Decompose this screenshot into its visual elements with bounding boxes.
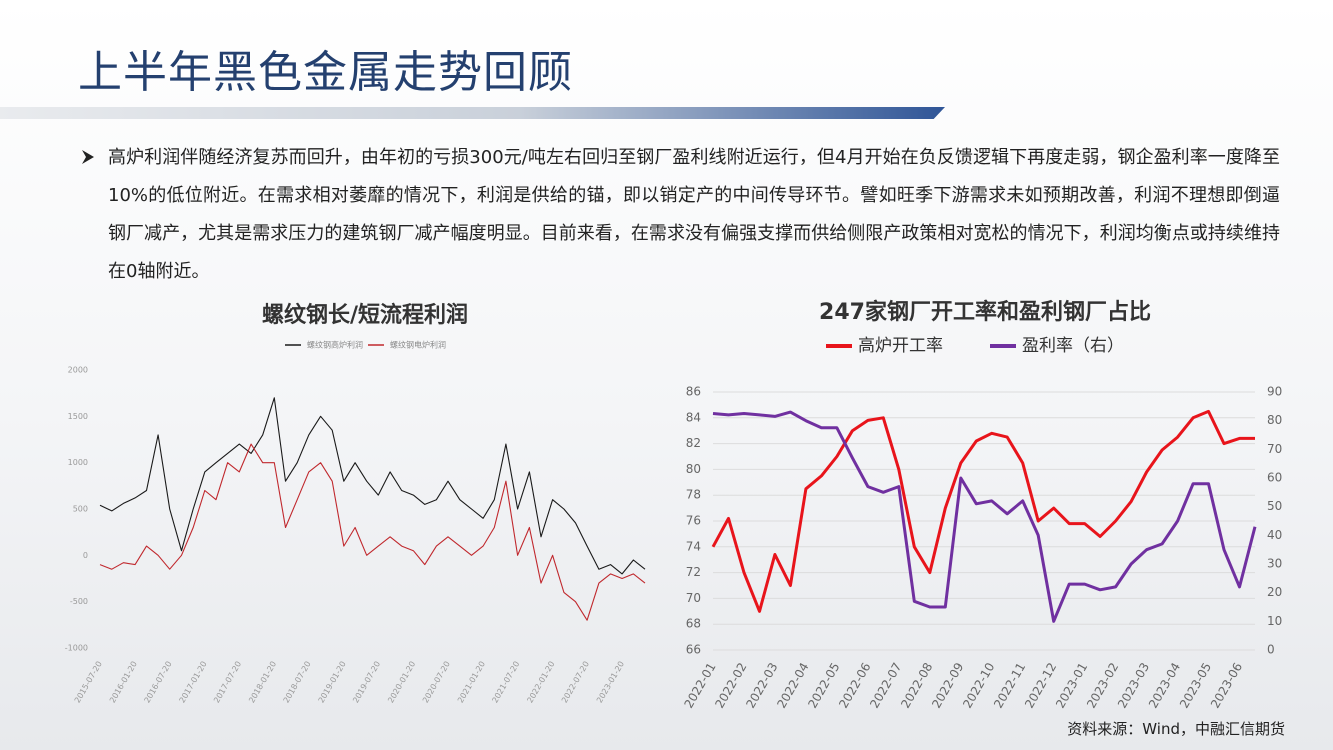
- y-tick-label: 66: [686, 643, 701, 657]
- chart-title: 247家钢厂开工率和盈利钢厂占比: [819, 299, 1151, 325]
- x-tick-label: 2020-07-20: [421, 660, 452, 705]
- y2-tick-label: 40: [1267, 528, 1282, 542]
- legend-label: 盈利率（右）: [1022, 336, 1124, 356]
- y-tick-label: 1500: [68, 412, 88, 421]
- x-tick-label: 2021-01-20: [456, 660, 487, 705]
- x-tick-label: 2018-01-20: [247, 660, 278, 705]
- y2-tick-label: 60: [1267, 471, 1282, 485]
- y-tick-label: 76: [686, 514, 701, 528]
- x-tick-label: 2017-07-20: [212, 660, 243, 705]
- y-tick-label: 2000: [68, 366, 88, 375]
- slide-title: 上半年黑色金属走势回顾: [78, 47, 573, 98]
- y-tick-label: 0: [83, 551, 88, 560]
- x-tick-label: 2019-07-20: [351, 660, 382, 705]
- y-tick-label: 72: [686, 565, 701, 579]
- y2-tick-label: 70: [1267, 442, 1282, 456]
- source-note: 资料来源：Wind，中融汇信期货: [1067, 720, 1285, 738]
- x-tick-label: 2020-01-20: [386, 660, 417, 705]
- legend-label: 螺纹钢高炉利润: [307, 340, 363, 350]
- y-tick-label: 70: [686, 591, 701, 605]
- x-tick-label: 2022-07-20: [560, 660, 591, 705]
- x-tick-label: 2021-07-20: [490, 660, 521, 705]
- data-line: [711, 409, 1255, 613]
- bullet-arrow: [82, 150, 94, 164]
- x-tick-label: 2017-01-20: [178, 660, 209, 705]
- y2-tick-label: 90: [1267, 385, 1282, 399]
- x-tick-label: 2019-01-20: [317, 660, 348, 705]
- y-tick-label: 80: [686, 462, 701, 476]
- data-line: [712, 410, 1257, 623]
- bullet-text: 高炉利润伴随经济复苏而回升，由年初的亏损300元/吨左右回归至钢厂盈利线附近运行…: [108, 147, 1280, 282]
- y2-tick-label: 0: [1267, 643, 1275, 657]
- chart-title: 螺纹钢长/短流程利润: [262, 302, 468, 328]
- y-tick-label: 84: [686, 410, 701, 424]
- x-tick-label: 2022-01-20: [525, 660, 556, 705]
- y-tick-label: 68: [686, 617, 701, 631]
- x-tick-label: 2023-01-20: [595, 660, 626, 705]
- x-tick-label: 2016-01-20: [108, 660, 139, 705]
- y-tick-label: -1000: [65, 644, 88, 653]
- y-tick-label: 500: [73, 505, 88, 514]
- y-tick-label: 78: [686, 488, 701, 502]
- y-tick-label: 86: [686, 385, 701, 399]
- data-line: [99, 397, 646, 575]
- y2-tick-label: 50: [1267, 499, 1282, 513]
- y-tick-label: 1000: [68, 458, 88, 467]
- y-tick-label: -500: [70, 597, 88, 606]
- y2-tick-label: 80: [1267, 413, 1282, 427]
- x-tick-label: 2018-07-20: [282, 660, 313, 705]
- legend-label: 螺纹钢电炉利润: [390, 340, 446, 350]
- data-line: [99, 443, 646, 621]
- legend-label: 高炉开工率: [858, 336, 943, 356]
- y2-tick-label: 10: [1267, 614, 1282, 628]
- x-tick-label: 2016-07-20: [143, 660, 174, 705]
- x-tick-label: 2015-07-20: [73, 660, 104, 705]
- y2-tick-label: 20: [1267, 585, 1282, 599]
- y-tick-label: 74: [686, 539, 701, 553]
- title-bar: [0, 107, 945, 119]
- y-tick-label: 82: [686, 436, 701, 450]
- y2-tick-label: 30: [1267, 557, 1282, 571]
